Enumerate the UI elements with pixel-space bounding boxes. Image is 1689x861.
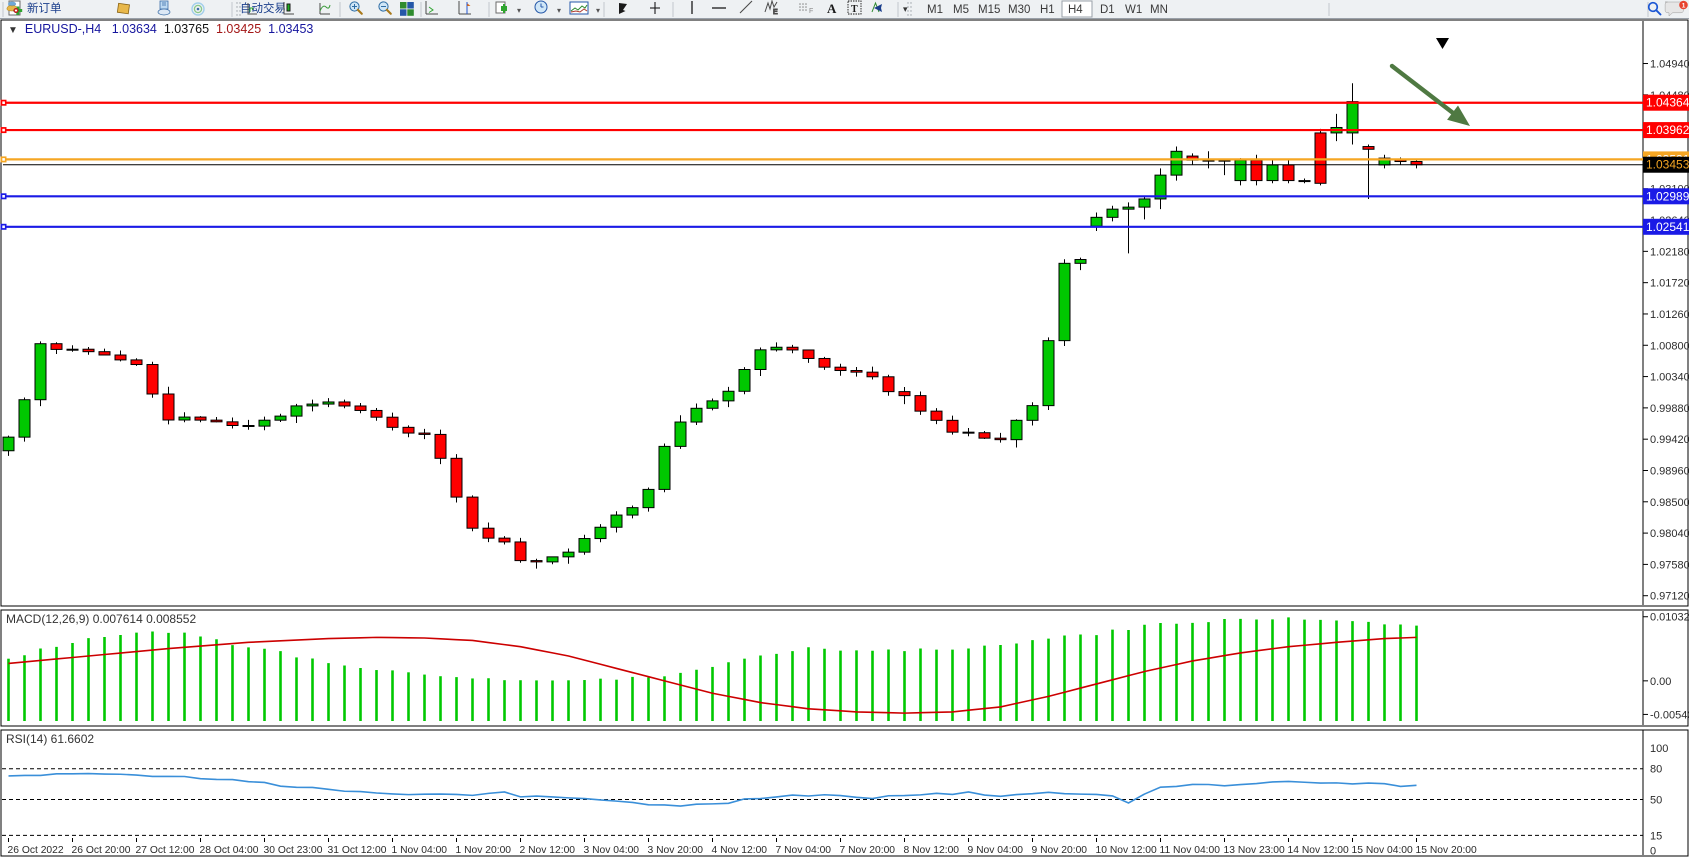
svg-text:-0.005408: -0.005408 xyxy=(1650,709,1689,721)
svg-text:26 Oct 2022: 26 Oct 2022 xyxy=(8,845,64,856)
svg-text:1.04940: 1.04940 xyxy=(1650,59,1689,71)
svg-text:▾: ▾ xyxy=(596,6,600,15)
svg-text:7 Nov 04:00: 7 Nov 04:00 xyxy=(776,845,832,856)
svg-text:50: 50 xyxy=(1650,794,1662,806)
svg-text:7 Nov 20:00: 7 Nov 20:00 xyxy=(840,845,896,856)
svg-text:0.99880: 0.99880 xyxy=(1650,403,1689,415)
svg-text:0.010322: 0.010322 xyxy=(1650,612,1689,624)
svg-text:31 Oct 12:00: 31 Oct 12:00 xyxy=(328,845,387,856)
svg-text:1 Nov 20:00: 1 Nov 20:00 xyxy=(456,845,512,856)
svg-text:1.01720: 1.01720 xyxy=(1650,278,1689,290)
svg-text:M30: M30 xyxy=(1008,4,1030,16)
svg-text:27 Oct 12:00: 27 Oct 12:00 xyxy=(136,845,195,856)
svg-text:▾: ▾ xyxy=(517,6,521,15)
svg-text:10 Nov 12:00: 10 Nov 12:00 xyxy=(1096,845,1158,856)
svg-text:80: 80 xyxy=(1650,764,1662,776)
svg-text:100: 100 xyxy=(1650,743,1668,755)
svg-text:28 Oct 04:00: 28 Oct 04:00 xyxy=(200,845,259,856)
svg-text:新订单: 新订单 xyxy=(27,1,62,15)
svg-text:15 Nov 20:00: 15 Nov 20:00 xyxy=(1416,845,1478,856)
svg-text:2 Nov 12:00: 2 Nov 12:00 xyxy=(520,845,576,856)
svg-text:1.04364: 1.04364 xyxy=(1646,96,1689,110)
svg-text:0.99420: 0.99420 xyxy=(1650,434,1689,446)
svg-text:0.97580: 0.97580 xyxy=(1650,559,1689,571)
svg-text:自动交易: 自动交易 xyxy=(240,1,286,15)
svg-text:RSI(14) 61.6602: RSI(14) 61.6602 xyxy=(6,732,94,746)
svg-text:9 Nov 20:00: 9 Nov 20:00 xyxy=(1032,845,1088,856)
svg-text:4 Nov 12:00: 4 Nov 12:00 xyxy=(712,845,768,856)
svg-text:1.02541: 1.02541 xyxy=(1646,220,1689,234)
svg-text:1: 1 xyxy=(1682,2,1686,9)
svg-text:M1: M1 xyxy=(927,4,943,16)
svg-text:0.00: 0.00 xyxy=(1650,676,1671,688)
svg-text:▾: ▾ xyxy=(903,4,908,14)
svg-text:1.03962: 1.03962 xyxy=(1646,123,1689,137)
svg-text:1 Nov 04:00: 1 Nov 04:00 xyxy=(392,845,448,856)
svg-text:T: T xyxy=(851,4,858,15)
svg-text:0.98960: 0.98960 xyxy=(1650,465,1689,477)
svg-text:MACD(12,26,9) 0.007614 0.00855: MACD(12,26,9) 0.007614 0.008552 xyxy=(6,612,196,626)
svg-text:1.00800: 1.00800 xyxy=(1650,340,1689,352)
svg-text:0.98040: 0.98040 xyxy=(1650,528,1689,540)
svg-text:H4: H4 xyxy=(1068,4,1083,16)
svg-text:15 Nov 04:00: 15 Nov 04:00 xyxy=(1352,845,1414,856)
svg-text:D1: D1 xyxy=(1100,4,1115,16)
svg-text:1.02180: 1.02180 xyxy=(1650,246,1689,258)
svg-text:E: E xyxy=(773,9,778,16)
svg-text:MN: MN xyxy=(1150,4,1168,16)
svg-text:1.02989: 1.02989 xyxy=(1646,189,1689,203)
svg-text:1.03453: 1.03453 xyxy=(1646,158,1689,172)
svg-text:3 Nov 20:00: 3 Nov 20:00 xyxy=(648,845,704,856)
svg-text:3 Nov 04:00: 3 Nov 04:00 xyxy=(584,845,640,856)
svg-text:14 Nov 12:00: 14 Nov 12:00 xyxy=(1288,845,1350,856)
svg-text:A: A xyxy=(827,1,837,16)
svg-text:1.00340: 1.00340 xyxy=(1650,372,1689,384)
svg-text:8 Nov 12:00: 8 Nov 12:00 xyxy=(904,845,960,856)
svg-text:▾: ▾ xyxy=(557,6,561,15)
svg-text:9 Nov 04:00: 9 Nov 04:00 xyxy=(968,845,1024,856)
svg-text:M5: M5 xyxy=(953,4,969,16)
svg-text:0.97120: 0.97120 xyxy=(1650,591,1689,603)
svg-text:26 Oct 20:00: 26 Oct 20:00 xyxy=(72,845,131,856)
svg-text:M15: M15 xyxy=(978,4,1000,16)
svg-text:F: F xyxy=(809,8,813,15)
svg-text:H1: H1 xyxy=(1040,4,1055,16)
svg-text:11 Nov 04:00: 11 Nov 04:00 xyxy=(1160,845,1221,856)
svg-text:W1: W1 xyxy=(1125,4,1142,16)
svg-text:30 Oct 23:00: 30 Oct 23:00 xyxy=(264,845,323,856)
svg-text:13 Nov 23:00: 13 Nov 23:00 xyxy=(1224,845,1286,856)
svg-text:0.98500: 0.98500 xyxy=(1650,497,1689,509)
svg-text:1.01260: 1.01260 xyxy=(1650,309,1689,321)
